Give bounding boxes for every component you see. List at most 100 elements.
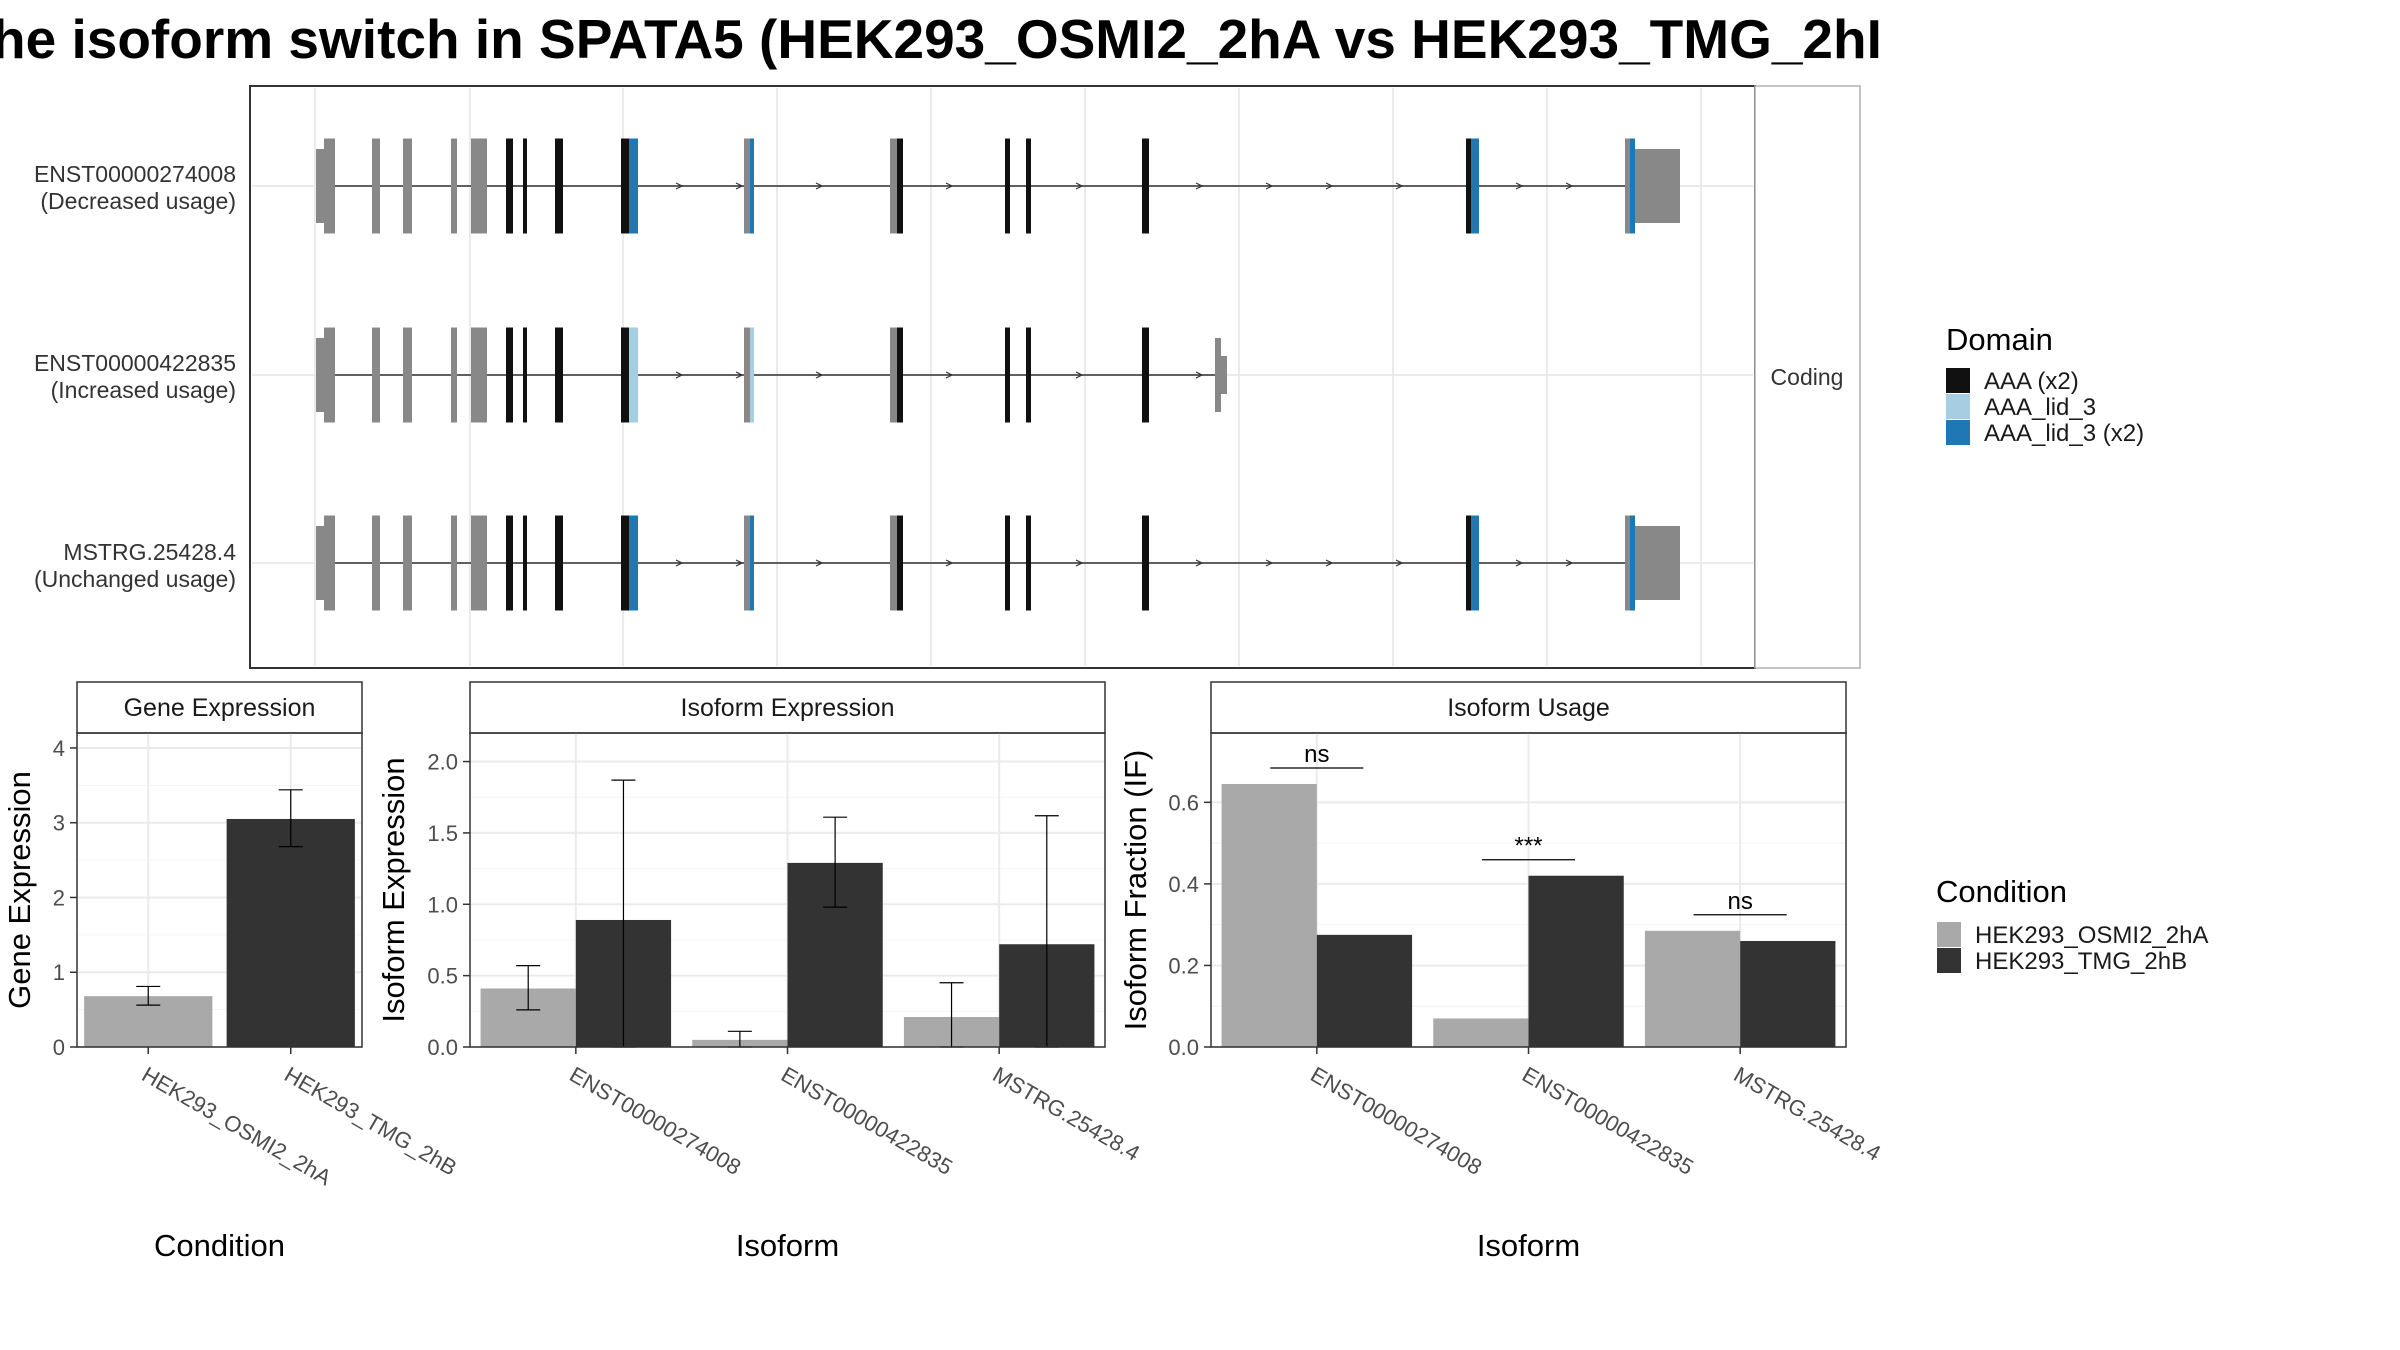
domain-legend: Domain AAA (x2) AAA_lid_3 AAA_lid_3 (x2) (1946, 322, 2144, 447)
exon-block (1215, 338, 1221, 412)
x-axis-title: Isoform (1477, 1228, 1580, 1263)
domain-swatch (1946, 420, 1970, 445)
domain-legend-label: AAA (x2) (1984, 368, 2079, 395)
exon-block (324, 515, 335, 611)
intron-direction-arrow (1265, 559, 1274, 567)
exon-block (523, 138, 527, 234)
intron-direction-arrow (735, 371, 744, 379)
intron-direction-arrow (675, 182, 684, 190)
exon-block (1625, 138, 1630, 234)
y-tick-label: 1.0 (427, 892, 458, 917)
intron-direction-arrow (1195, 371, 1204, 379)
intron-direction-arrow (1515, 559, 1524, 567)
exon-block (324, 138, 335, 234)
exon-block (451, 327, 457, 423)
exon-block (506, 515, 513, 611)
utr-block (316, 338, 325, 412)
intron-direction-arrow (1515, 182, 1524, 190)
bar (1221, 783, 1317, 1047)
exon-block (555, 138, 563, 234)
intron-direction-arrow (1075, 182, 1084, 190)
figure-title: he isoform switch in SPATA5 (HEK293_OSMI… (0, 8, 1882, 70)
exon-block (403, 138, 412, 234)
intron-direction-arrow (945, 182, 954, 190)
exon-block (897, 515, 903, 611)
isoform-id-label: MSTRG.25428.4 (63, 539, 236, 565)
exon-block (372, 327, 380, 423)
condition-swatch (1937, 922, 1961, 947)
exon-block (471, 515, 487, 611)
y-tick-label: 0.5 (427, 964, 458, 989)
isoform-id-label: ENST00000422835 (34, 350, 236, 376)
intron-direction-arrow (1075, 559, 1084, 567)
y-tick-label: 2 (53, 885, 65, 910)
exon-block (629, 327, 638, 423)
exon-block (621, 138, 629, 234)
x-tick-label: ENST00000274008 (565, 1062, 745, 1180)
intron-direction-arrow (1395, 559, 1404, 567)
isoform-status-label: (Decreased usage) (40, 188, 236, 214)
exon-block (372, 515, 380, 611)
exon-block (621, 515, 629, 611)
exon-block (750, 138, 754, 234)
exon-block (890, 138, 897, 234)
bar (1316, 934, 1413, 1047)
y-tick-label: 0.6 (1168, 790, 1199, 815)
isoform-structure-row (316, 138, 1680, 234)
exon-block (897, 327, 903, 423)
isoform-structure-row (316, 515, 1680, 611)
domain-swatch (1946, 368, 1970, 393)
panel-strip (1210, 681, 1847, 734)
exon-block (403, 515, 412, 611)
utr-block (316, 526, 325, 600)
x-tick-label: MSTRG.25428.4 (1730, 1062, 1885, 1166)
exon-block (555, 327, 563, 423)
bar (226, 818, 355, 1047)
domain-legend-title: Domain (1946, 322, 2053, 357)
isoform-status-label: (Increased usage) (51, 377, 236, 403)
utr-block (316, 149, 325, 223)
structure-row-labels: ENST00000274008 (Decreased usage) ENST00… (34, 161, 236, 592)
y-tick-label: 2.0 (427, 750, 458, 775)
exon-block (897, 138, 903, 234)
y-tick-label: 1.5 (427, 821, 458, 846)
intron-direction-arrow (815, 371, 824, 379)
significance-label: ns (1727, 888, 1752, 915)
exon-block (523, 327, 527, 423)
significance-label: ns (1304, 741, 1329, 768)
intron-direction-arrow (1075, 371, 1084, 379)
exon-block (1471, 138, 1479, 234)
panel-strip-title: Gene Expression (124, 694, 316, 722)
intron-direction-arrow (735, 182, 744, 190)
exon-block (750, 515, 754, 611)
exon-block (506, 138, 513, 234)
exon-block (629, 515, 638, 611)
isoform-id-label: ENST00000274008 (34, 161, 236, 187)
intron-direction-arrow (1265, 182, 1274, 190)
structure-facet-label: Coding (1771, 364, 1844, 390)
y-tick-label: 0.0 (1168, 1035, 1199, 1060)
isoform-structure-panel: Coding ENST00000274008 (Decreased usage)… (34, 85, 1861, 669)
exon-block (1026, 327, 1031, 423)
condition-legend: Condition HEK293_OSMI2_2hA HEK293_TMG_2h… (1936, 874, 2208, 975)
exon-block (1466, 515, 1471, 611)
exon-block (403, 327, 412, 423)
exon-block (506, 327, 513, 423)
exon-block (1471, 515, 1479, 611)
intron-direction-arrow (1565, 182, 1574, 190)
exon-block (621, 327, 629, 423)
intron-direction-arrow (675, 559, 684, 567)
panel-strip-title: Isoform Usage (1447, 694, 1610, 722)
isoform-status-label: (Unchanged usage) (34, 566, 236, 592)
utr-block (1635, 149, 1680, 223)
domain-legend-label: AAA_lid_3 (x2) (1984, 420, 2144, 447)
condition-legend-label: HEK293_OSMI2_2hA (1975, 922, 2208, 949)
structure-panel-border (249, 85, 1756, 669)
exon-block (471, 327, 487, 423)
exon-block (1026, 138, 1031, 234)
y-tick-label: 0.4 (1168, 872, 1199, 897)
exon-block (1005, 327, 1010, 423)
intron-direction-arrow (1325, 182, 1334, 190)
exon-block (890, 515, 897, 611)
